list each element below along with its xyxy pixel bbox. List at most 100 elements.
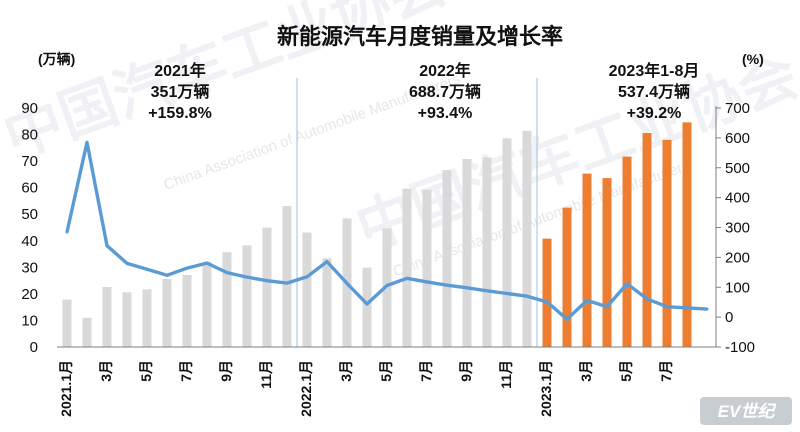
y-left-tick-70: 70	[21, 153, 38, 170]
growth-point-25	[545, 300, 549, 304]
bar-20	[442, 170, 452, 347]
growth-point-32	[685, 306, 689, 310]
growth-point-33	[705, 307, 709, 311]
bar-5	[142, 289, 152, 347]
growth-point-30	[645, 297, 649, 301]
y-right-tick-0: 0	[725, 309, 733, 326]
y-right-tick-500: 500	[725, 160, 750, 177]
growth-point-7	[185, 266, 189, 270]
brand-badge	[700, 397, 792, 425]
growth-point-2	[85, 140, 89, 144]
y-left-unit: (万辆)	[38, 51, 75, 67]
bar-13	[302, 232, 312, 347]
annotation-3-year: 2023年1-8月	[609, 61, 700, 80]
y-right-unit: (%)	[742, 51, 764, 67]
growth-point-26	[565, 317, 569, 321]
growth-point-6	[165, 273, 169, 277]
x-label-15: 5月	[618, 360, 634, 382]
growth-point-10	[245, 275, 249, 279]
growth-point-11	[265, 279, 269, 283]
gridlines	[296, 78, 538, 347]
bar-series	[62, 122, 692, 347]
bar-10	[242, 245, 252, 347]
y-left-tick-50: 50	[21, 206, 38, 223]
x-label-11: 9月	[458, 360, 474, 382]
bar-1	[62, 299, 72, 347]
line-series	[65, 140, 709, 321]
y-left-tick-0: 0	[30, 339, 38, 356]
growth-point-3	[105, 244, 109, 248]
annotation-2-growth: +93.4%	[418, 105, 473, 122]
bar-24	[522, 130, 532, 347]
bar-23	[502, 138, 512, 347]
x-label-7: 2022.1月	[298, 360, 314, 417]
x-label-14: 3月	[578, 360, 594, 382]
bar-7	[182, 275, 192, 347]
x-label-3: 5月	[138, 360, 154, 382]
growth-point-8	[205, 261, 209, 265]
x-label-12: 11月	[498, 360, 514, 389]
y-left-tick-40: 40	[21, 233, 38, 250]
bar-8	[202, 261, 212, 347]
y-left-axis: 0 10 20 30 40 50 60 70 80 90	[21, 100, 38, 356]
annotation-2-year: 2022年	[419, 61, 471, 80]
growth-point-24	[525, 294, 529, 298]
bar-16	[362, 267, 372, 347]
growth-point-4	[125, 261, 129, 265]
bar-6	[162, 279, 172, 347]
y-right-tick--100: -100	[725, 339, 755, 356]
growth-point-9	[225, 271, 229, 275]
growth-point-15	[345, 281, 349, 285]
bar-21	[462, 158, 472, 347]
bar-25	[542, 238, 552, 347]
y-right-axis: -100 0 100 200 300 400 500 600 700	[715, 100, 755, 356]
bar-12	[282, 205, 292, 347]
bar-11	[262, 227, 272, 347]
bar-27	[582, 173, 592, 347]
x-label-16: 7月	[658, 360, 674, 382]
brand-text: EV世纪	[718, 402, 777, 421]
bar-31	[662, 139, 672, 347]
growth-point-23	[505, 292, 509, 295]
growth-point-29	[625, 282, 629, 286]
growth-point-20	[445, 283, 449, 287]
x-label-5: 9月	[218, 360, 234, 382]
growth-point-17	[385, 284, 389, 287]
bar-2	[82, 317, 92, 347]
growth-point-28	[605, 305, 609, 309]
growth-point-1	[65, 230, 69, 234]
x-label-6: 11月	[258, 360, 274, 389]
bar-32	[682, 122, 692, 347]
growth-point-12	[285, 281, 289, 285]
x-label-4: 7月	[178, 360, 194, 382]
y-right-tick-200: 200	[725, 249, 750, 266]
bar-30	[642, 132, 652, 347]
bar-19	[422, 189, 432, 347]
annotation-1-growth: +159.8%	[148, 105, 212, 122]
bar-3	[102, 286, 112, 347]
growth-point-19	[425, 280, 429, 284]
bar-14	[322, 258, 332, 347]
growth-point-22	[485, 289, 489, 293]
y-left-tick-60: 60	[21, 180, 38, 197]
y-right-tick-100: 100	[725, 279, 750, 296]
y-right-tick-400: 400	[725, 190, 750, 207]
annotations: 2021年 351万辆 +159.8% 2022年 688.7万辆 +93.4% 2023年…	[148, 61, 699, 122]
growth-point-31	[665, 305, 669, 309]
x-label-10: 7月	[418, 360, 434, 382]
growth-point-27	[585, 298, 589, 302]
y-left-tick-80: 80	[21, 127, 38, 144]
x-label-8: 3月	[338, 360, 354, 382]
y-left-tick-20: 20	[21, 286, 38, 303]
annotation-3-growth: +39.2%	[627, 105, 682, 122]
annotation-1-value: 351万辆	[151, 82, 210, 101]
growth-point-21	[465, 286, 469, 290]
bar-22	[482, 157, 492, 347]
growth-point-14	[325, 260, 329, 264]
growth-point-16	[365, 302, 369, 306]
y-right-tick-600: 600	[725, 130, 750, 147]
x-label-2: 3月	[98, 360, 114, 382]
y-right-tick-700: 700	[725, 100, 750, 117]
bar-9	[222, 252, 232, 347]
